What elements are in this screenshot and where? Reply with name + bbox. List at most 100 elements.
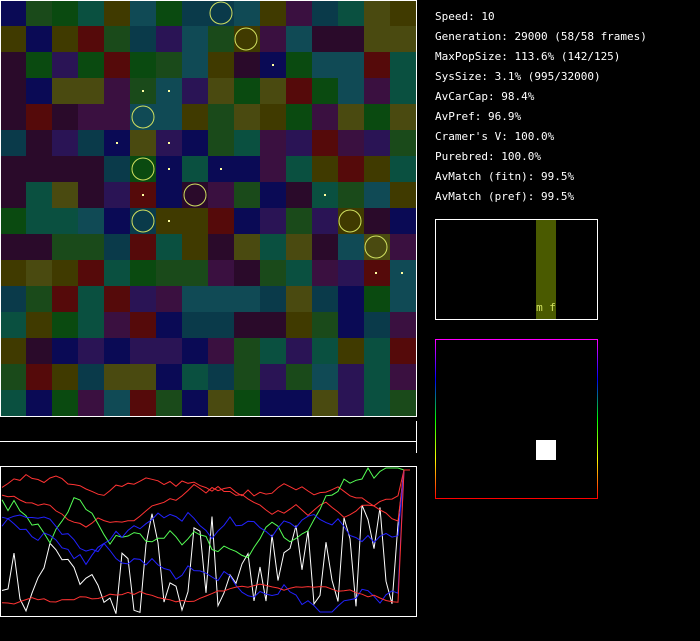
cell [390,364,416,390]
cell [52,234,78,260]
cell [26,286,52,312]
cell [260,0,286,26]
cell [78,78,104,104]
cell [182,78,208,104]
stat-line: Purebred: 100.0% [435,150,541,163]
cell [390,156,416,182]
cell [78,0,104,26]
cell [208,0,234,26]
cell [130,0,156,26]
cell [338,156,364,182]
cell [78,390,104,416]
cell [182,0,208,26]
cell [312,208,338,234]
dot [142,194,144,196]
cell [390,390,416,416]
cell [208,208,234,234]
cell [78,260,104,286]
cell [182,130,208,156]
cell [234,182,260,208]
cell [364,78,390,104]
cell [52,390,78,416]
cell [364,234,390,260]
cell [234,104,260,130]
agent [131,105,155,129]
cell [0,286,26,312]
cell [26,260,52,286]
cell [208,286,234,312]
cell [0,208,26,234]
cell [0,260,26,286]
cell [130,338,156,364]
cell [156,182,182,208]
cell [208,182,234,208]
cell [338,182,364,208]
cell [208,364,234,390]
cell [104,156,130,182]
cell [0,52,26,78]
stat-line: AvPref: 96.9% [435,110,521,123]
cell [390,338,416,364]
cell [338,0,364,26]
preference-marker [536,440,556,460]
cell [338,130,364,156]
cell [0,364,26,390]
cell [208,338,234,364]
cell [260,130,286,156]
cell [156,364,182,390]
plot-lines [1,466,410,614]
cell [364,182,390,208]
cell [26,234,52,260]
cell [390,0,416,26]
cell [286,286,312,312]
cell [286,208,312,234]
stat-line: SysSize: 3.1% (995/32000) [435,70,601,83]
cell [208,78,234,104]
cell [234,0,260,26]
cell [104,286,130,312]
cell [208,234,234,260]
cell [26,104,52,130]
agent [234,27,258,51]
cell [78,182,104,208]
cell [104,52,130,78]
histogram-box [435,219,598,320]
cell [208,312,234,338]
cell [234,338,260,364]
cell [286,182,312,208]
cell [52,286,78,312]
cell [364,130,390,156]
cell [130,156,156,182]
cell [364,312,390,338]
cell [234,26,260,52]
cell [234,156,260,182]
cell [364,390,390,416]
cell [260,338,286,364]
cell [390,130,416,156]
dot [168,142,170,144]
cell [182,390,208,416]
stats-panel: Speed: 10 Generation: 29000 (58/58 frames… [435,10,647,203]
cell [182,208,208,234]
cell [26,52,52,78]
cell [182,182,208,208]
cell [260,156,286,182]
cell [130,260,156,286]
cell [338,234,364,260]
cell [104,78,130,104]
cell [260,182,286,208]
cell [78,312,104,338]
cell [234,234,260,260]
preference-box [435,339,598,499]
cell [364,286,390,312]
cell [312,390,338,416]
cell [234,208,260,234]
cell [364,338,390,364]
cell [312,312,338,338]
cell [52,312,78,338]
cell [286,0,312,26]
cell [182,52,208,78]
cell [182,156,208,182]
world-border [0,0,417,417]
cell [312,286,338,312]
